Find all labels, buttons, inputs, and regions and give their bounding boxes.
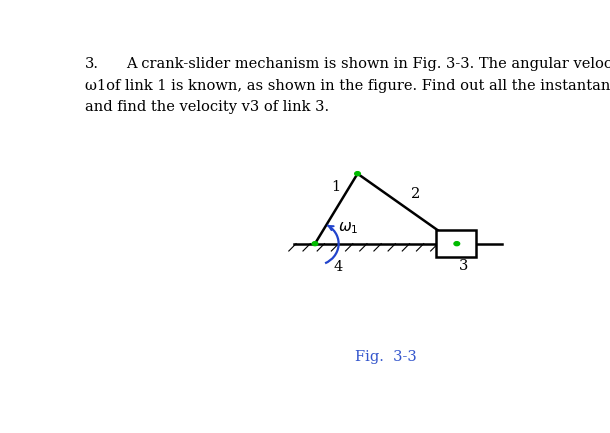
Text: Fig.  3-3: Fig. 3-3 bbox=[355, 350, 417, 364]
Circle shape bbox=[354, 171, 361, 176]
Text: ω1of link 1 is known, as shown in the figure. Find out all the instantaneous cen: ω1of link 1 is known, as shown in the fi… bbox=[85, 79, 610, 93]
Text: 3.: 3. bbox=[85, 57, 99, 71]
Circle shape bbox=[454, 242, 460, 246]
Text: A crank-slider mechanism is shown in Fig. 3-3. The angular velocity: A crank-slider mechanism is shown in Fig… bbox=[126, 57, 610, 71]
Text: 3: 3 bbox=[459, 259, 468, 273]
Text: 2: 2 bbox=[411, 187, 420, 200]
Text: $\omega_1$: $\omega_1$ bbox=[338, 220, 359, 236]
Text: 4: 4 bbox=[333, 260, 342, 274]
Circle shape bbox=[312, 242, 318, 246]
Bar bbox=[437, 230, 476, 257]
Text: 1: 1 bbox=[331, 180, 340, 194]
Text: and find the velocity v3 of link 3.: and find the velocity v3 of link 3. bbox=[85, 100, 329, 114]
